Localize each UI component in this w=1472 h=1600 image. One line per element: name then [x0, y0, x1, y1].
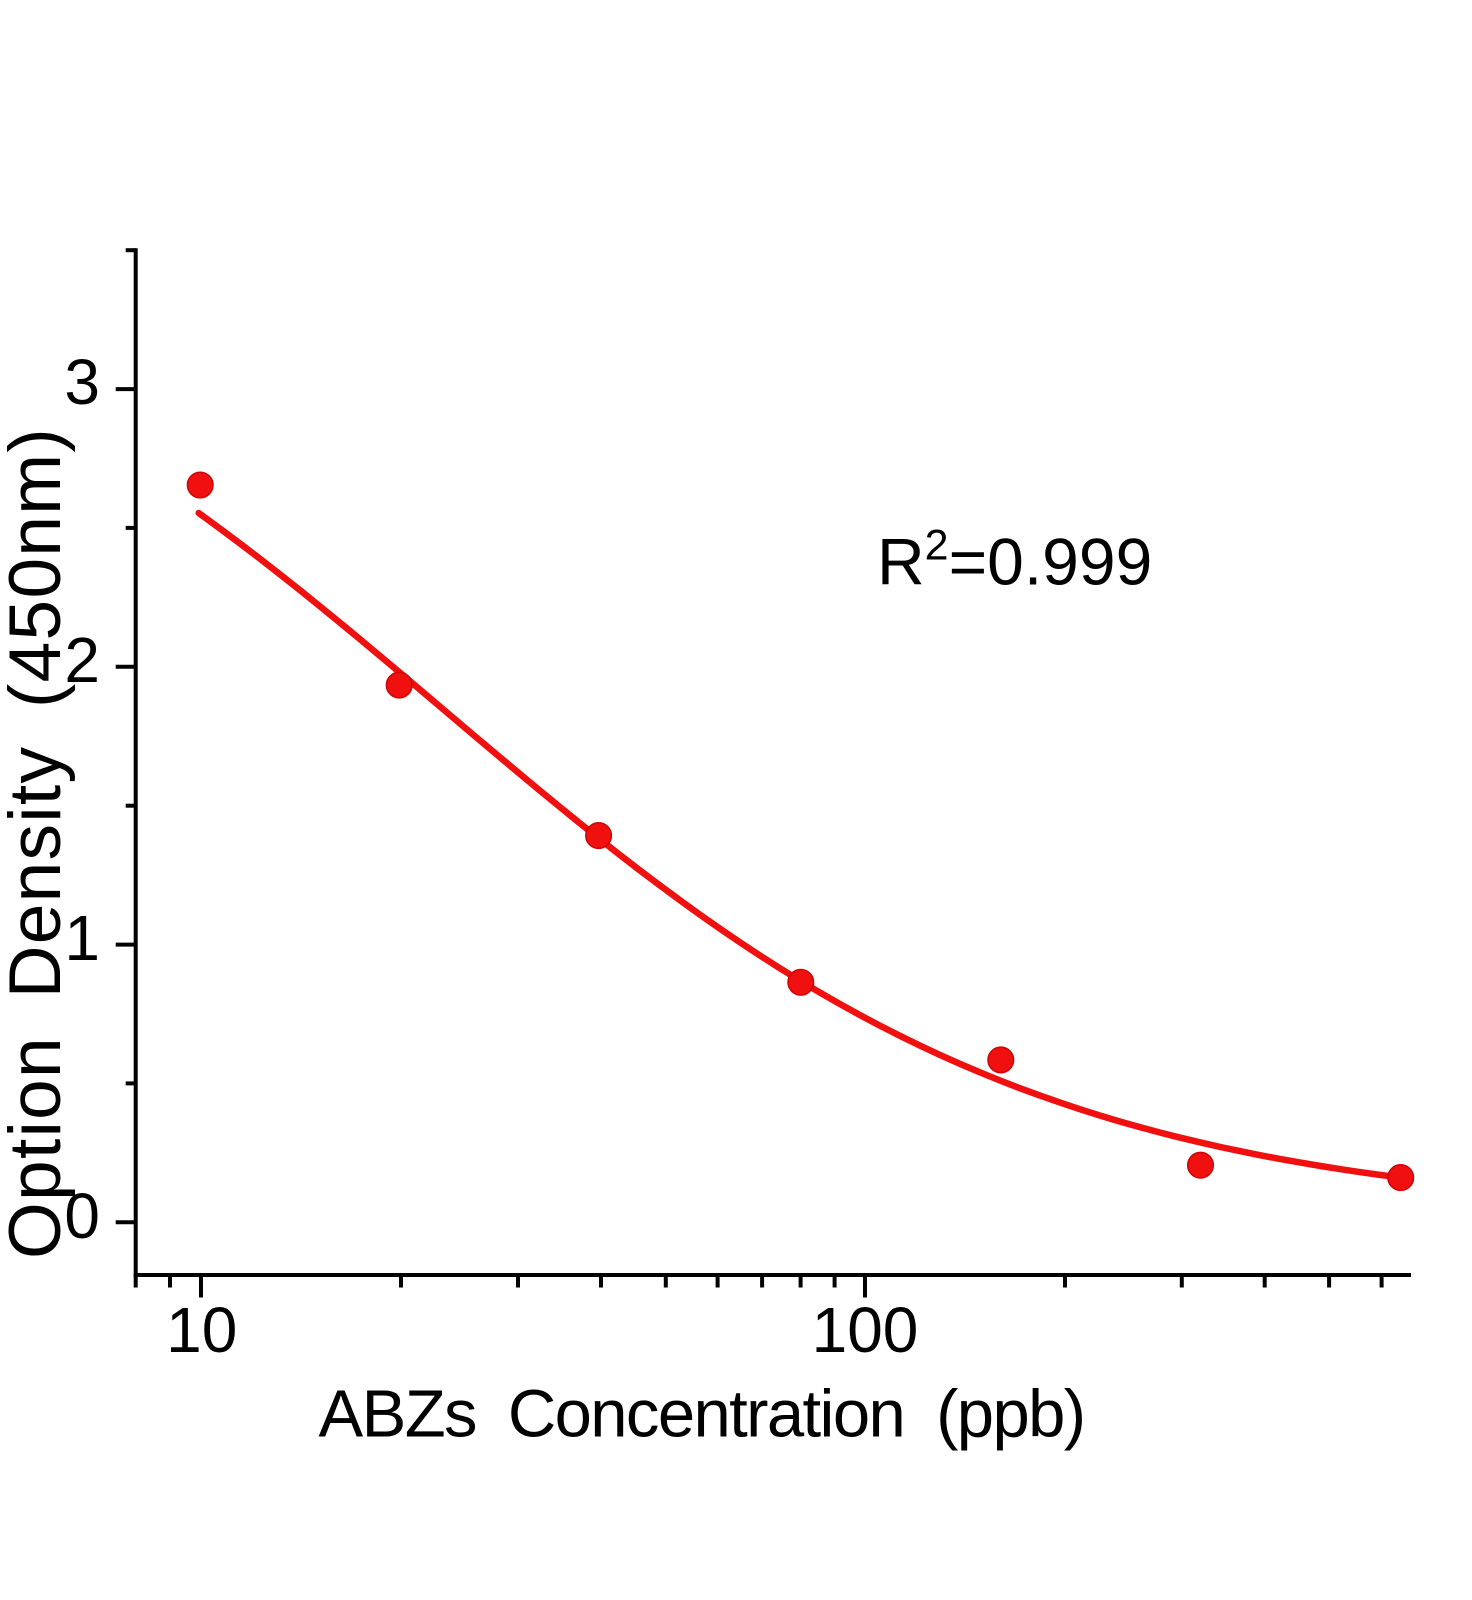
svg-text:R2=0.999: R2=0.999: [877, 522, 1152, 599]
svg-text:3: 3: [64, 346, 100, 418]
svg-text:Option Density (450nm): Option Density (450nm): [0, 427, 76, 1259]
svg-text:1: 1: [64, 902, 100, 974]
svg-text:2: 2: [64, 624, 100, 696]
svg-text:10: 10: [166, 1294, 237, 1366]
svg-text:100: 100: [812, 1294, 919, 1366]
svg-text:ABZs Concentration (ppb): ABZs Concentration (ppb): [319, 1377, 1085, 1452]
svg-text:0: 0: [64, 1180, 100, 1252]
